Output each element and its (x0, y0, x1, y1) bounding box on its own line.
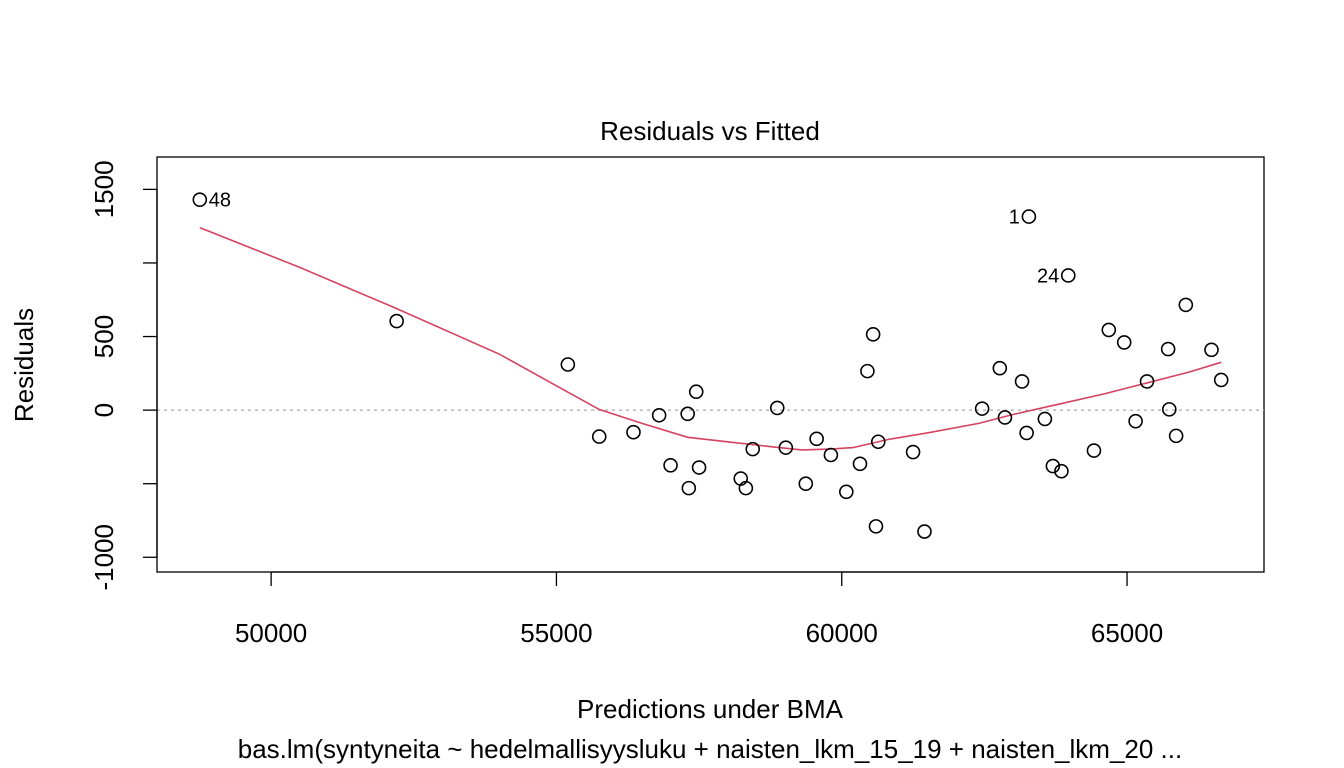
x-tick-label: 65000 (1091, 618, 1163, 648)
x-tick-label: 55000 (520, 618, 592, 648)
data-point (839, 484, 854, 500)
data-point (591, 429, 607, 444)
data-point (868, 519, 884, 534)
data-point (852, 456, 868, 472)
data-point (823, 447, 839, 463)
point-label: 24 (1037, 265, 1059, 287)
data-point (1021, 209, 1037, 224)
data-point (860, 363, 875, 379)
x-tick-label: 60000 (806, 618, 878, 648)
data-point (1101, 322, 1117, 338)
data-point (870, 434, 886, 450)
x-tick-label: 50000 (235, 618, 307, 648)
data-point (663, 458, 678, 473)
data-point (1160, 341, 1176, 357)
data-point (626, 424, 641, 440)
y-tick-label: 0 (89, 403, 119, 417)
data-point (1086, 443, 1102, 458)
points-layer (192, 192, 1229, 539)
point-labels-layer: 48 1 24 (209, 190, 1059, 288)
smooth-line-layer (199, 226, 1222, 451)
data-point (905, 444, 921, 460)
data-point (809, 431, 824, 447)
data-point (651, 407, 667, 423)
data-point (1054, 463, 1069, 479)
data-point (778, 440, 794, 455)
data-point (1161, 402, 1177, 417)
data-point (1116, 335, 1132, 350)
data-point (560, 357, 576, 372)
data-point (681, 480, 697, 496)
y-axis-label: Residuals (9, 308, 39, 422)
data-point (917, 524, 932, 539)
data-point (1204, 342, 1219, 358)
data-point (997, 410, 1013, 425)
data-point (745, 441, 761, 457)
x-axis-label: Predictions under BMA (577, 694, 844, 724)
y-tick-label: -1000 (89, 524, 119, 591)
plot-area-frame (156, 156, 1265, 573)
x-axis: 50000 55000 60000 65000 (235, 571, 1163, 648)
data-point (1014, 374, 1030, 389)
data-point (1037, 411, 1053, 427)
data-point (1019, 425, 1034, 441)
y-axis: -1000 0 500 1500 (89, 160, 158, 591)
y-tick-label: 1500 (89, 160, 119, 218)
y-tick-label: 500 (89, 315, 119, 358)
data-point (691, 460, 707, 475)
chart-title: Residuals vs Fitted (600, 116, 820, 146)
data-point (1213, 372, 1229, 388)
data-point (1045, 458, 1061, 474)
smooth-fit-line (199, 226, 1222, 451)
data-point (688, 384, 704, 400)
model-formula-subtitle: bas.lm(syntyneita ~ hedelmallisyysluku +… (238, 734, 1182, 764)
data-point (680, 406, 695, 422)
data-point (769, 400, 785, 416)
data-point (1168, 428, 1184, 444)
data-point (974, 401, 990, 416)
data-point (1128, 413, 1143, 429)
data-point (992, 360, 1008, 376)
data-point (1060, 268, 1076, 283)
data-point (738, 480, 754, 496)
point-label: 1 (1009, 207, 1020, 229)
data-point (1178, 297, 1194, 313)
data-point (865, 327, 881, 342)
data-point (389, 313, 404, 329)
data-point (1139, 374, 1155, 389)
data-point (798, 476, 814, 492)
data-point (192, 192, 208, 207)
point-label: 48 (209, 190, 231, 212)
